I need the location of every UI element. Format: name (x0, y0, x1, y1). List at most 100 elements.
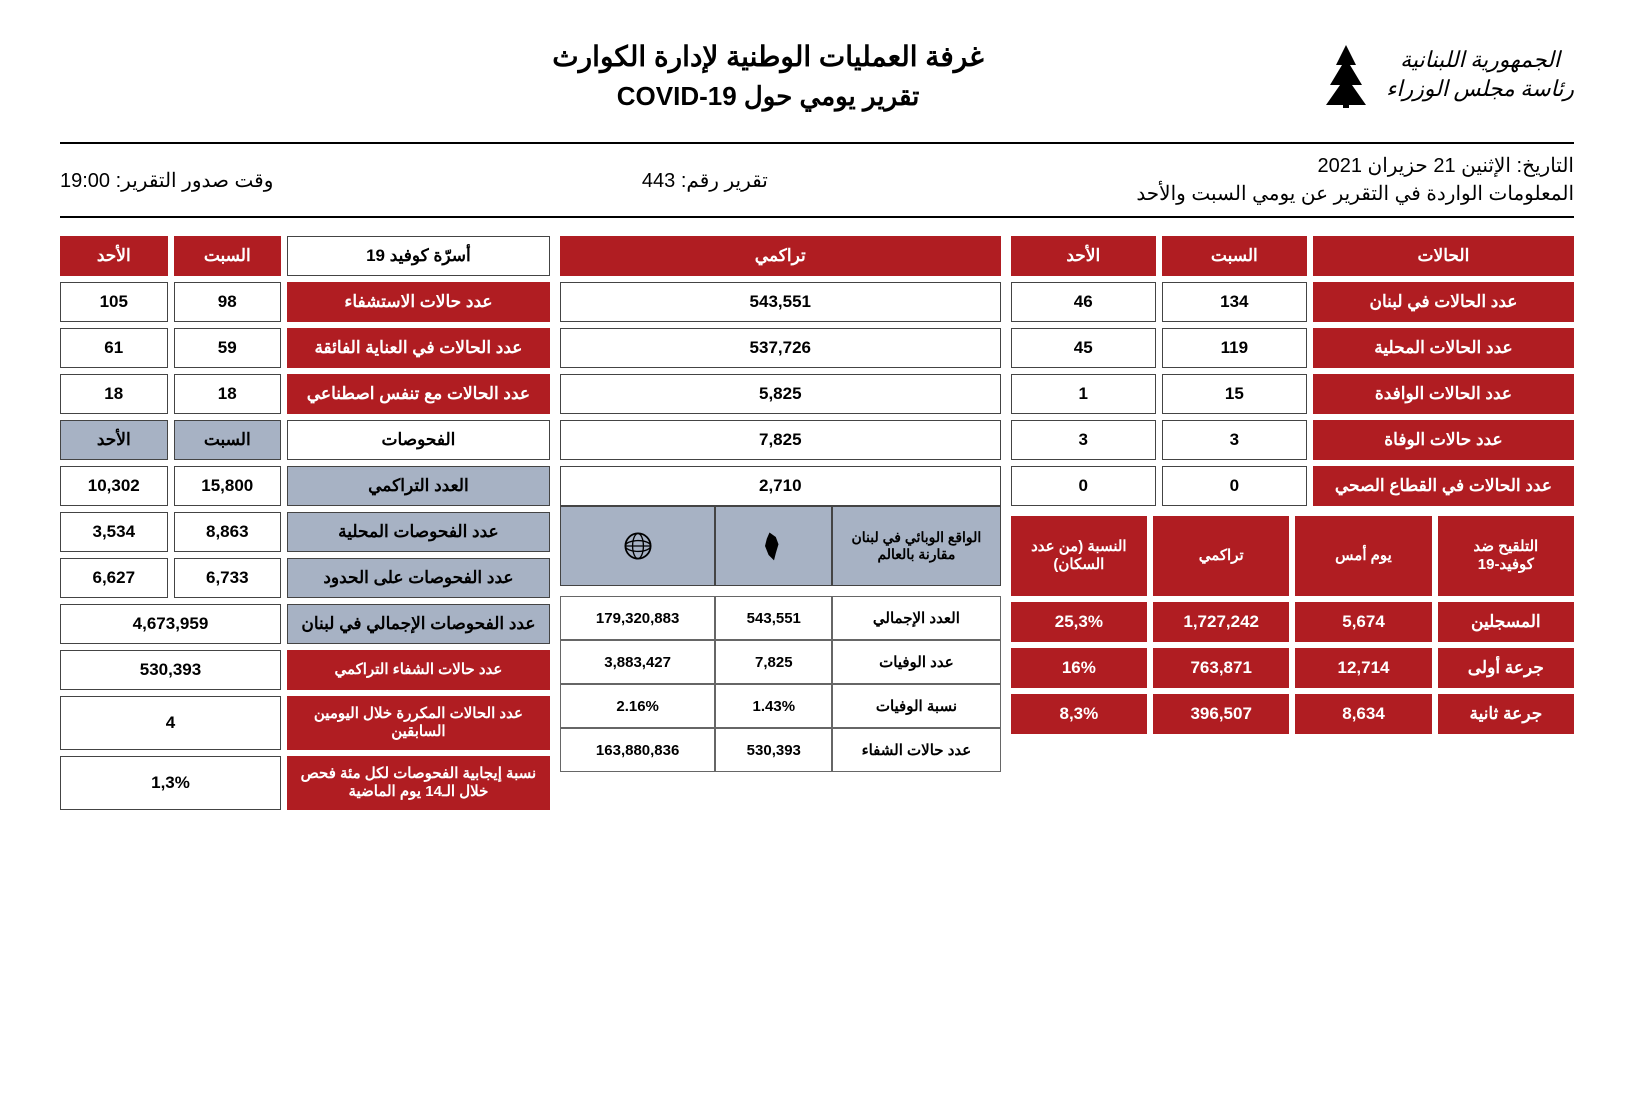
date-block: التاريخ: الإثنين 21 حزيران 2021 المعلوما… (1136, 152, 1574, 208)
vax-label-0: المسجلين (1438, 602, 1574, 642)
tests-label-2: عدد الفحوصات على الحدود (287, 558, 550, 598)
beds-h2: السبت (174, 236, 282, 276)
beds-label-1: عدد الحالات في العناية الفائقة (287, 328, 550, 368)
tests-wide-row-2: عدد الحالات المكررة خلال اليومين السابقي… (60, 696, 550, 750)
cases-sun-3: 3 (1011, 420, 1156, 460)
col-cases: الحالاتالسبتالأحدعدد الحالات في لبنان134… (1011, 236, 1574, 734)
cases-sat-1: 119 (1162, 328, 1307, 368)
cases-label-0: عدد الحالات في لبنان (1313, 282, 1574, 322)
tests-sun-2: 6,627 (60, 558, 168, 598)
vax-yest-2: 8,634 (1295, 694, 1431, 734)
cases-sun-4: 0 (1011, 466, 1156, 506)
vax-table: التلقيح ضد كوفيد-19يوم أمستراكميالنسبة (… (1011, 516, 1574, 734)
logo-area: الجمهورية اللبنانية رئاسة مجلس الوزراء (1316, 40, 1574, 110)
vax-yest-0: 5,674 (1295, 602, 1431, 642)
date-line1: التاريخ: الإثنين 21 حزيران 2021 (1136, 152, 1574, 180)
beds-h1: أسرّة كوفيد 19 (287, 236, 550, 276)
vax-h2: يوم أمس (1295, 516, 1431, 596)
vax-label-1: جرعة أولى (1438, 648, 1574, 688)
world-world-3: 163,880,836 (560, 728, 716, 772)
tests-wide-row-3: نسبة إيجابية الفحوصات لكل مئة فحص خلال ا… (60, 756, 550, 810)
tests-sun-0: 10,302 (60, 466, 168, 506)
tests-wide-val-0: 4,673,959 (60, 604, 281, 644)
tests-label-1: عدد الفحوصات المحلية (287, 512, 550, 552)
world-label-0: العدد الإجمالي (832, 596, 1001, 640)
cedar-icon (1316, 40, 1376, 110)
beds-sat-1: 59 (174, 328, 282, 368)
tests-wide-row-1: عدد حالات الشفاء التراكمي530,393 (60, 650, 550, 690)
tests-wide-label-3: نسبة إيجابية الفحوصات لكل مئة فحص خلال ا… (287, 756, 550, 810)
beds-sun-1: 61 (60, 328, 168, 368)
gov-line2: رئاسة مجلس الوزراء (1386, 75, 1574, 104)
world-leb-0: 543,551 (715, 596, 832, 640)
cum-1: 537,726 (560, 328, 1001, 368)
world-world-2: 2.16% (560, 684, 716, 728)
beds-sat-2: 18 (174, 374, 282, 414)
vax-pct-0: 25,3% (1011, 602, 1147, 642)
world-label-3: عدد حالات الشفاء (832, 728, 1001, 772)
world-world-0: 179,320,883 (560, 596, 716, 640)
beds-table: أسرّة كوفيد 19السبتالأحد عدد حالات الاستش… (60, 236, 550, 414)
cases-sat-0: 134 (1162, 282, 1307, 322)
cases-label-4: عدد الحالات في القطاع الصحي (1313, 466, 1574, 506)
tests-label-0: العدد التراكمي (287, 466, 550, 506)
cases-sat-3: 3 (1162, 420, 1307, 460)
tests-wide-val-2: 4 (60, 696, 281, 750)
col-world: تراكمي543,551537,7265,8257,8252,710 الوا… (560, 236, 1001, 772)
cases-label-1: عدد الحالات المحلية (1313, 328, 1574, 368)
vax-h3: تراكمي (1153, 516, 1289, 596)
world-label-1: عدد الوفيات (832, 640, 1001, 684)
tests-sat-0: 15,800 (174, 466, 282, 506)
cum-3: 7,825 (560, 420, 1001, 460)
vax-h4: النسبة (من عدد السكان) (1011, 516, 1147, 596)
beds-sun-2: 18 (60, 374, 168, 414)
cases-h2: السبت (1162, 236, 1307, 276)
beds-label-0: عدد حالات الاستشفاء (287, 282, 550, 322)
gov-line1: الجمهورية اللبنانية (1386, 46, 1574, 75)
tests-wide: عدد الفحوصات الإجمالي في لبنان4,673,959ع… (60, 604, 550, 810)
world-header: الواقع الوبائي في لبنان مقارنة بالعالم (560, 506, 1001, 586)
tests-wide-label-0: عدد الفحوصات الإجمالي في لبنان (287, 604, 550, 644)
vax-cum-0: 1,727,242 (1153, 602, 1289, 642)
cases-h1: الحالات (1313, 236, 1574, 276)
vax-cum-2: 396,507 (1153, 694, 1289, 734)
report-time: وقت صدور التقرير: 19:00 (60, 168, 273, 193)
cases-sun-2: 1 (1011, 374, 1156, 414)
world-table: العدد الإجمالي543,551179,320,883 عدد الوف… (560, 596, 1001, 772)
beds-label-2: عدد الحالات مع تنفس اصطناعي (287, 374, 550, 414)
cum-0: 543,551 (560, 282, 1001, 322)
tests-header-label: الفحوصات (287, 420, 550, 460)
cases-sun-0: 46 (1011, 282, 1156, 322)
beds-sat-0: 98 (174, 282, 282, 322)
cases-label-3: عدد حالات الوفاة (1313, 420, 1574, 460)
meta-bar: التاريخ: الإثنين 21 حزيران 2021 المعلوما… (60, 142, 1574, 218)
title1: غرفة العمليات الوطنية لإدارة الكوارث (220, 40, 1316, 73)
cases-sun-1: 45 (1011, 328, 1156, 368)
title-block: غرفة العمليات الوطنية لإدارة الكوارث تقر… (220, 40, 1316, 112)
world-leb-3: 530,393 (715, 728, 832, 772)
beds-h3: الأحد (60, 236, 168, 276)
world-leb-2: 1.43% (715, 684, 832, 728)
vax-cum-1: 763,871 (1153, 648, 1289, 688)
world-leb-1: 7,825 (715, 640, 832, 684)
date-line2: المعلومات الواردة في التقرير عن يومي الس… (1136, 180, 1574, 208)
cum-stack: تراكمي543,551537,7265,8257,8252,710 (560, 236, 1001, 506)
tests-sun-1: 3,534 (60, 512, 168, 552)
vax-pct-2: 8,3% (1011, 694, 1147, 734)
cases-h3: الأحد (1011, 236, 1156, 276)
cases-sat-2: 15 (1162, 374, 1307, 414)
cases-label-2: عدد الحالات الوافدة (1313, 374, 1574, 414)
tests-wide-val-1: 530,393 (60, 650, 281, 690)
tests-wide-row-0: عدد الفحوصات الإجمالي في لبنان4,673,959 (60, 604, 550, 644)
tests-h-sat: السبت (174, 420, 282, 460)
tests-h-sun: الأحد (60, 420, 168, 460)
tests-wide-label-2: عدد الحالات المكررة خلال اليومين السابقي… (287, 696, 550, 750)
tests-wide-label-1: عدد حالات الشفاء التراكمي (287, 650, 550, 690)
cases-sat-4: 0 (1162, 466, 1307, 506)
lebanon-icon (715, 506, 832, 586)
world-world-1: 3,883,427 (560, 640, 716, 684)
world-header-label: الواقع الوبائي في لبنان مقارنة بالعالم (832, 506, 1001, 586)
tests-wide-val-3: 1,3% (60, 756, 281, 810)
cum-header: تراكمي (560, 236, 1001, 276)
vax-h1: التلقيح ضد كوفيد-19 (1438, 516, 1574, 596)
